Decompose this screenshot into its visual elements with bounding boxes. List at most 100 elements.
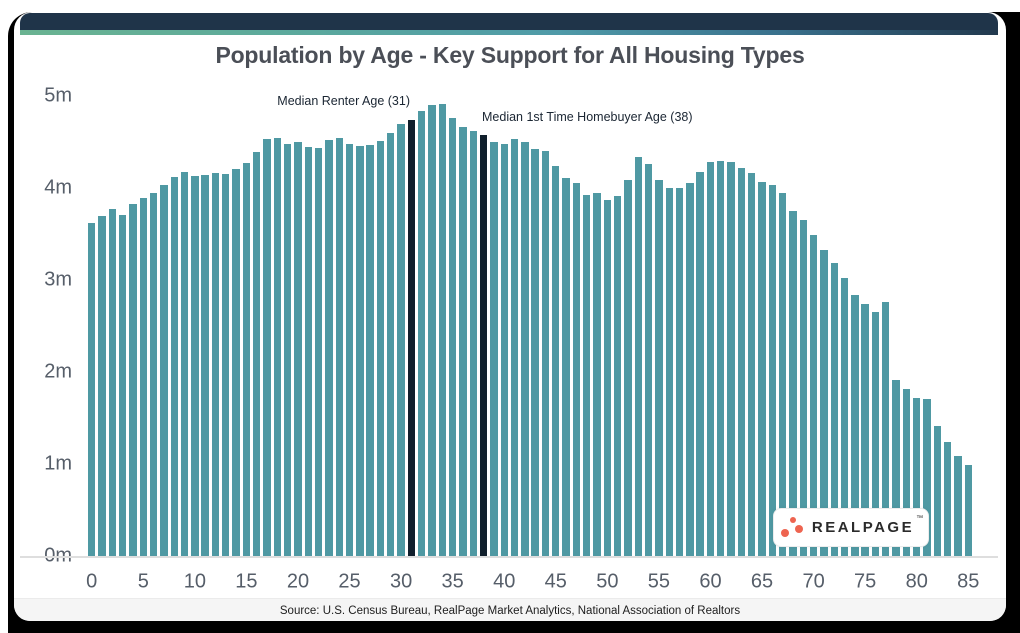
bar-age-35 bbox=[448, 118, 457, 556]
bar-age-25 bbox=[345, 143, 354, 556]
bar-age-30 bbox=[397, 123, 405, 556]
bar-age-62 bbox=[727, 162, 735, 556]
bar-age-80 bbox=[913, 397, 921, 556]
bar-age-84 bbox=[954, 455, 962, 556]
bar-age-7 bbox=[160, 185, 168, 556]
bar-age-44 bbox=[541, 151, 550, 556]
chart-title: Population by Age - Key Support for All … bbox=[215, 42, 805, 68]
bar-age-46 bbox=[562, 177, 570, 556]
bar-age-16 bbox=[253, 152, 261, 556]
bar-age-11 bbox=[201, 175, 209, 556]
x-tick-55: 55 bbox=[647, 570, 671, 593]
bar-age-42 bbox=[521, 142, 529, 556]
bar-age-12 bbox=[211, 173, 220, 556]
bar-age-58 bbox=[686, 183, 694, 556]
bar-age-38 bbox=[479, 134, 488, 556]
bar-age-51 bbox=[613, 196, 622, 556]
bar-age-28 bbox=[376, 141, 385, 556]
source-text: Source: U.S. Census Bureau, RealPage Mar… bbox=[279, 604, 741, 617]
bar-age-74 bbox=[851, 294, 859, 556]
bar-age-39 bbox=[490, 142, 498, 556]
bar-age-14 bbox=[232, 168, 240, 556]
bar-age-41 bbox=[510, 139, 519, 556]
bar-age-78 bbox=[892, 380, 900, 556]
bar-age-29 bbox=[387, 132, 395, 556]
bar-age-70 bbox=[809, 234, 818, 556]
bar-age-77 bbox=[882, 302, 890, 556]
x-tick-35: 35 bbox=[441, 570, 464, 593]
bar-age-85 bbox=[964, 464, 972, 556]
x-tick-40: 40 bbox=[493, 570, 516, 593]
bar-age-1 bbox=[98, 215, 106, 556]
x-tick-45: 45 bbox=[544, 570, 567, 593]
realpage-logo: REALPAGE ™ bbox=[773, 508, 929, 547]
source-footer: Source: U.S. Census Bureau, RealPage Mar… bbox=[14, 598, 1006, 621]
y-tick-3m: 3m bbox=[44, 268, 72, 291]
bar-age-13 bbox=[222, 174, 230, 556]
bar-age-66 bbox=[768, 185, 777, 556]
bar-age-61 bbox=[717, 161, 725, 556]
bar-age-55 bbox=[655, 179, 663, 556]
header-gradient-stripe bbox=[20, 30, 998, 35]
bar-age-75 bbox=[861, 303, 869, 556]
bar-age-67 bbox=[778, 192, 787, 556]
bar-age-50 bbox=[603, 199, 612, 556]
bar-age-45 bbox=[552, 165, 560, 556]
bar-age-82 bbox=[933, 426, 942, 556]
header-bar bbox=[20, 13, 998, 30]
bar-age-60 bbox=[706, 162, 715, 556]
bar-age-64 bbox=[748, 173, 756, 556]
bar-age-20 bbox=[294, 142, 302, 556]
bar-age-32 bbox=[418, 110, 426, 556]
bar-age-2 bbox=[108, 209, 117, 556]
bar-age-83 bbox=[943, 441, 952, 556]
bar-age-22 bbox=[314, 148, 323, 556]
bar-age-47 bbox=[572, 183, 581, 556]
bar-age-72 bbox=[830, 263, 838, 556]
bar-age-76 bbox=[871, 312, 880, 556]
x-tick-0: 0 bbox=[86, 570, 98, 593]
y-tick-5m: 5m bbox=[44, 84, 72, 107]
bar-age-27 bbox=[366, 144, 374, 556]
realpage-dots-icon bbox=[779, 515, 805, 541]
bar-age-59 bbox=[696, 172, 704, 556]
bar-age-53 bbox=[634, 156, 642, 556]
bar-age-69 bbox=[799, 220, 807, 556]
x-tick-70: 70 bbox=[802, 570, 825, 593]
bar-age-54 bbox=[644, 164, 653, 556]
logo-dot-left bbox=[780, 528, 789, 537]
bar-age-17 bbox=[263, 139, 271, 556]
x-tick-15: 15 bbox=[235, 570, 258, 593]
bar-age-26 bbox=[356, 145, 364, 556]
bar-age-73 bbox=[840, 278, 849, 556]
x-tick-30: 30 bbox=[389, 570, 413, 593]
bar-age-56 bbox=[665, 188, 673, 556]
x-tick-85: 85 bbox=[957, 570, 980, 593]
bar-age-33 bbox=[428, 105, 436, 556]
y-tick-1m: 1m bbox=[44, 452, 72, 475]
logo-dot-top bbox=[789, 516, 796, 523]
x-tick-25: 25 bbox=[338, 570, 361, 593]
chart-card: Population by Age - Key Support for All … bbox=[14, 12, 1006, 621]
bar-age-9 bbox=[180, 172, 189, 556]
bar-age-5 bbox=[139, 198, 147, 556]
annotation-median-renter-age: Median Renter Age (31) bbox=[277, 94, 410, 108]
x-tick-65: 65 bbox=[750, 570, 774, 593]
bar-age-8 bbox=[170, 176, 178, 556]
bar-age-36 bbox=[459, 127, 467, 556]
realpage-logo-text: REALPAGE bbox=[811, 519, 915, 536]
bar-age-57 bbox=[675, 188, 684, 556]
x-tick-10: 10 bbox=[183, 570, 206, 593]
bar-age-65 bbox=[758, 181, 766, 556]
bar-age-34 bbox=[438, 104, 447, 556]
logo-dot-right bbox=[794, 524, 803, 533]
bar-age-21 bbox=[304, 146, 312, 556]
y-tick-4m: 4m bbox=[44, 176, 72, 199]
bar-age-40 bbox=[500, 143, 508, 556]
x-tick-20: 20 bbox=[286, 570, 310, 593]
bar-age-79 bbox=[902, 389, 911, 556]
bar-age-10 bbox=[191, 176, 199, 556]
bar-age-71 bbox=[820, 249, 828, 556]
card-frame: Population by Age - Key Support for All … bbox=[8, 12, 1020, 633]
